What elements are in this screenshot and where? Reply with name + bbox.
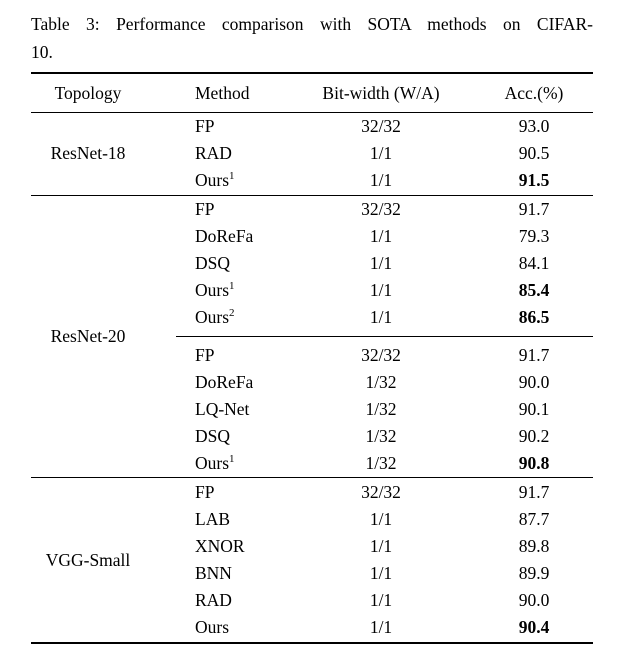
method-cell: Ours1 — [195, 280, 235, 301]
table-row: RAD 1/1 90.5 — [31, 140, 593, 167]
table-body: ResNet-18 FP 32/32 93.0 RAD 1/1 90.5 Ours1 1/1 91… — [31, 113, 593, 643]
table-row: FP 32/32 91.7 — [31, 342, 593, 369]
bitwidth-cell: 32/32 — [361, 344, 401, 365]
acc-cell: 86.5 — [518, 307, 550, 328]
table-row: ResNet-18 FP 32/32 93.0 — [31, 113, 593, 163]
caption-line-2: 10. — [31, 42, 53, 62]
table-row: XNOR 1/1 89.8 — [31, 533, 593, 560]
acc-cell: 91.7 — [475, 194, 593, 223]
method-cell: DSQ — [195, 253, 231, 274]
column-header-topology: Topology — [31, 73, 145, 113]
table-row: DSQ 1/32 90.2 — [31, 423, 593, 450]
bitwidth-cell: 1/1 — [369, 143, 393, 164]
table-row: DoReFa 1/1 79.3 — [31, 223, 593, 250]
acc-cell: 91.7 — [475, 477, 593, 506]
acc-cell: 89.8 — [518, 535, 550, 556]
bitwidth-cell: 1/1 — [369, 170, 393, 191]
method-cell: Ours1 — [195, 170, 235, 191]
table-row: BNN 1/1 89.9 — [31, 560, 593, 587]
acc-cell: 90.0 — [518, 590, 550, 611]
method-cell: XNOR — [195, 535, 245, 556]
acc-cell: 90.4 — [518, 617, 550, 638]
method-cell: FP — [145, 194, 287, 223]
column-header-acc: Acc.(%) — [475, 73, 593, 113]
bitwidth-cell: 1/32 — [365, 398, 397, 419]
bitwidth-cell: 1/1 — [369, 563, 393, 584]
cmidrule-row — [31, 332, 593, 342]
bitwidth-cell: 1/1 — [369, 253, 393, 274]
table-row: DSQ 1/1 84.1 — [31, 250, 593, 277]
method-cell: Ours — [195, 617, 230, 638]
table-row: DoReFa 1/32 90.0 — [31, 369, 593, 396]
bitwidth-cell: 1/1 — [369, 225, 393, 246]
results-table: Topology Method Bit-width (W/A) Acc.(%) … — [31, 72, 593, 644]
column-header-method: Method — [145, 73, 287, 113]
method-cell: Ours1 — [195, 453, 235, 474]
table-row: LQ-Net 1/32 90.1 — [31, 396, 593, 423]
bitwidth-cell: 1/1 — [369, 307, 393, 328]
acc-cell: 90.2 — [518, 426, 550, 447]
method-cell: DoReFa — [195, 225, 254, 246]
acc-cell: 93.0 — [518, 116, 550, 137]
table-row: LAB 1/1 87.7 — [31, 506, 593, 533]
method-cell: DoReFa — [195, 371, 254, 392]
bitwidth-cell: 1/1 — [369, 590, 393, 611]
bitwidth-cell: 1/32 — [365, 453, 397, 474]
bitwidth-cell: 1/32 — [365, 426, 397, 447]
table-row: Ours1 1/32 90.8 — [31, 450, 593, 478]
cmidrule — [176, 336, 593, 337]
method-cell: FP — [145, 477, 287, 506]
method-superscript: 2 — [229, 307, 235, 320]
method-cell: BNN — [195, 563, 232, 584]
bitwidth-cell: 1/32 — [365, 371, 397, 392]
acc-cell: 84.1 — [518, 253, 550, 274]
method-cell: LAB — [195, 508, 230, 529]
topology-cell: ResNet-18 — [50, 143, 126, 164]
table-row: Ours1 1/1 85.4 — [31, 277, 593, 304]
method-superscript: 1 — [229, 280, 235, 293]
acc-cell: 89.9 — [518, 563, 550, 584]
acc-cell: 90.8 — [518, 453, 550, 474]
acc-cell: 91.5 — [518, 170, 550, 191]
topology-cell: VGG-Small — [31, 477, 145, 643]
method-superscript: 1 — [229, 170, 235, 183]
table-row: ResNet-20 FP 32/32 91.7 — [31, 194, 593, 478]
table-row: VGG-Small FP 32/32 91.7 — [31, 477, 593, 643]
method-cell: Ours2 — [195, 307, 235, 328]
bitwidth-cell: 1/1 — [369, 535, 393, 556]
method-cell: RAD — [195, 143, 232, 164]
method-cell: DSQ — [195, 426, 231, 447]
method-cell: RAD — [195, 590, 232, 611]
bitwidth-cell: 1/1 — [369, 508, 393, 529]
acc-cell: 90.1 — [518, 398, 550, 419]
method-cell: LQ-Net — [195, 398, 250, 419]
method-cell: FP — [195, 116, 215, 137]
header-row: Topology Method Bit-width (W/A) Acc.(%) — [31, 73, 593, 113]
topology-cell: ResNet-20 — [31, 194, 145, 478]
table-row: Ours2 1/1 86.5 — [31, 304, 593, 331]
bitwidth-cell: 32/32 — [361, 116, 401, 137]
table-row: Ours1 1/1 91.5 — [31, 167, 593, 195]
table-row: RAD 1/1 90.0 — [31, 587, 593, 614]
caption-line-1: Table 3: Performance comparison with SOT… — [31, 14, 593, 34]
table-caption: Table 3: Performance comparison with SOT… — [31, 10, 593, 66]
acc-cell: 91.7 — [518, 344, 550, 365]
method-superscript: 1 — [229, 453, 235, 466]
acc-cell: 90.0 — [518, 371, 550, 392]
acc-cell: 79.3 — [518, 225, 550, 246]
acc-cell: 85.4 — [518, 280, 550, 301]
bitwidth-cell: 1/1 — [369, 617, 393, 638]
bitwidth-cell: 32/32 — [287, 194, 475, 223]
bitwidth-cell: 1/1 — [369, 280, 393, 301]
bitwidth-cell: 32/32 — [287, 477, 475, 506]
acc-cell: 90.5 — [518, 143, 550, 164]
acc-cell: 87.7 — [518, 508, 550, 529]
method-cell: FP — [195, 344, 215, 365]
column-header-bitwidth: Bit-width (W/A) — [287, 73, 475, 113]
table-row: Ours 1/1 90.4 — [31, 614, 593, 642]
